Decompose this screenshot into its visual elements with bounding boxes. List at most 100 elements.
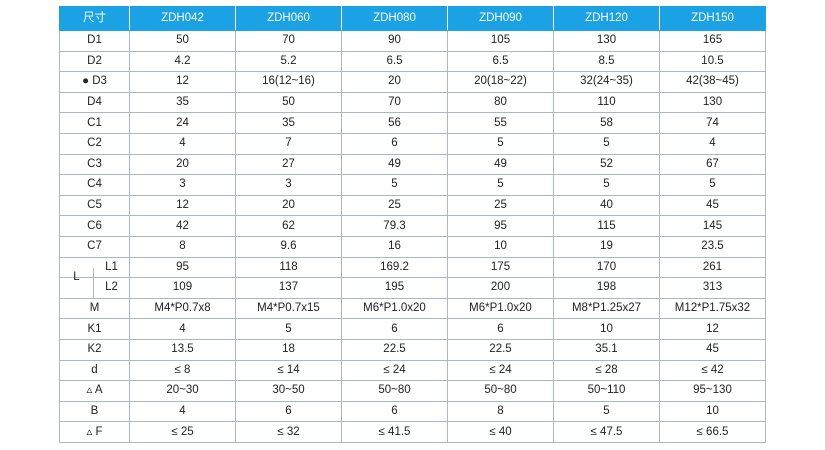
value-cell: 4 — [129, 132, 236, 155]
value-cell: 145 — [659, 215, 766, 237]
value-cell: 5 — [553, 400, 660, 423]
table-row: ▵ A 20~30 30~50 50~80 50~80 50~110 95~130 — [59, 380, 766, 402]
value-cell: 5 — [447, 132, 554, 155]
row-label-cell: B — [59, 400, 130, 423]
value-cell: 6.5 — [341, 50, 448, 73]
row-label-cell: C4 — [59, 174, 130, 196]
value-cell: 198 — [553, 277, 660, 299]
value-cell: 74 — [659, 112, 766, 134]
row-label-cell: C5 — [59, 194, 130, 217]
model-header-cell: ZDH150 — [659, 6, 766, 31]
value-cell: 52 — [553, 153, 660, 176]
value-cell: 130 — [659, 91, 766, 114]
table-row: D1 50 70 90 105 130 165 — [59, 30, 766, 52]
model-header-cell: ZDH042 — [129, 6, 236, 31]
table-row: ● D3 12 16(12~16) 20 20(18~22) 32(24~35) 42(38… — [59, 71, 766, 93]
sub-row-label: L2 — [105, 281, 118, 294]
value-cell: 200 — [447, 277, 554, 299]
table-row: C7 8 9.6 16 10 19 23.5 — [59, 235, 766, 258]
table-row: B 4 6 6 8 5 10 — [59, 400, 766, 423]
table-row: D4 35 50 70 80 110 130 — [59, 91, 766, 114]
value-cell: 25 — [341, 194, 448, 217]
value-cell: 5 — [235, 318, 342, 340]
row-label-cell: C6 — [59, 215, 130, 237]
value-cell: 20 — [341, 71, 448, 93]
value-cell: 169.2 — [341, 256, 448, 279]
table-row: K1 4 5 6 6 10 12 — [59, 318, 766, 340]
value-cell: 20 — [235, 194, 342, 217]
value-cell: 175 — [447, 256, 554, 279]
value-cell: 49 — [341, 153, 448, 176]
value-cell: 3 — [235, 174, 342, 196]
value-cell: 195 — [341, 277, 448, 299]
value-cell: 32(24~35) — [553, 71, 660, 93]
value-cell: 6 — [235, 400, 342, 423]
value-cell: 49 — [447, 153, 554, 176]
value-cell: 50~80 — [447, 380, 554, 402]
value-cell: 5 — [553, 174, 660, 196]
value-cell: 6 — [341, 400, 448, 423]
value-cell: M12*P1.75x32 — [659, 297, 766, 320]
value-cell: 4 — [659, 132, 766, 155]
table-row: C4 3 3 5 5 5 5 — [59, 174, 766, 196]
value-cell: 8 — [447, 400, 554, 423]
value-cell: 95 — [129, 256, 236, 279]
row-label-cell: D1 — [59, 30, 130, 52]
value-cell: 90 — [341, 30, 448, 52]
value-cell: 8 — [129, 235, 236, 258]
value-cell: ≤ 28 — [553, 359, 660, 382]
value-cell: 118 — [235, 256, 342, 279]
value-cell: 5 — [553, 132, 660, 155]
value-cell: 30~50 — [235, 380, 342, 402]
value-cell: 35 — [129, 91, 236, 114]
value-cell: 22.5 — [341, 338, 448, 361]
table-row: C1 24 35 56 55 58 74 — [59, 112, 766, 134]
value-cell: 23.5 — [659, 235, 766, 258]
value-cell: M4*P0.7x8 — [129, 297, 236, 320]
value-cell: 70 — [341, 91, 448, 114]
value-cell: 45 — [659, 338, 766, 361]
row-label-cell: K1 — [59, 318, 130, 340]
value-cell: 67 — [659, 153, 766, 176]
group-label-spacer — [60, 278, 94, 298]
value-cell: 70 — [235, 30, 342, 52]
value-cell: 137 — [235, 277, 342, 299]
table-row: C2 4 7 6 5 5 4 — [59, 132, 766, 155]
table-row: K2 13.5 18 22.5 22.5 35.1 45 — [59, 338, 766, 361]
value-cell: 35 — [235, 112, 342, 134]
value-cell: 18 — [235, 338, 342, 361]
group-label-L: L — [60, 267, 94, 288]
dimension-spec-table: 尺寸 ZDH042 ZDH060 ZDH080 ZDH090 ZDH120 ZDH150 … — [59, 6, 766, 443]
table-row: C3 20 27 49 49 52 67 — [59, 153, 766, 176]
value-cell: 130 — [553, 30, 660, 52]
row-label-cell: ▵ A — [59, 380, 130, 402]
value-cell: 313 — [659, 277, 766, 299]
value-cell: 6.5 — [447, 50, 554, 73]
value-cell: 56 — [341, 112, 448, 134]
value-cell: 58 — [553, 112, 660, 134]
value-cell: ≤ 42 — [659, 359, 766, 382]
value-cell: 22.5 — [447, 338, 554, 361]
value-cell: ≤ 8 — [129, 359, 236, 382]
value-cell: ≤ 41.5 — [341, 421, 448, 443]
value-cell: 35.1 — [553, 338, 660, 361]
spec-table-container: 尺寸 ZDH042 ZDH060 ZDH080 ZDH090 ZDH120 ZDH150 … — [59, 6, 766, 443]
value-cell: 42(38~45) — [659, 71, 766, 93]
value-cell: 105 — [447, 30, 554, 52]
row-label-cell: d — [59, 359, 130, 382]
value-cell: 27 — [235, 153, 342, 176]
value-cell: 10.5 — [659, 50, 766, 73]
value-cell: ≤ 47.5 — [553, 421, 660, 443]
value-cell: 55 — [447, 112, 554, 134]
row-label-cell: D2 — [59, 50, 130, 73]
value-cell: 50~80 — [341, 380, 448, 402]
value-cell: ≤ 32 — [235, 421, 342, 443]
header-row: 尺寸 ZDH042 ZDH060 ZDH080 ZDH090 ZDH120 ZDH150 — [59, 6, 766, 31]
value-cell: 20(18~22) — [447, 71, 554, 93]
value-cell: 12 — [129, 71, 236, 93]
model-header-cell: ZDH090 — [447, 6, 554, 31]
table-row: M M4*P0.7x8 M4*P0.7x15 M6*P1.0x20 M6*P1.0x20… — [59, 297, 766, 320]
value-cell: 50 — [129, 30, 236, 52]
value-cell: 261 — [659, 256, 766, 279]
table-row: L L1 95 118 169.2 175 170 261 — [59, 256, 766, 288]
